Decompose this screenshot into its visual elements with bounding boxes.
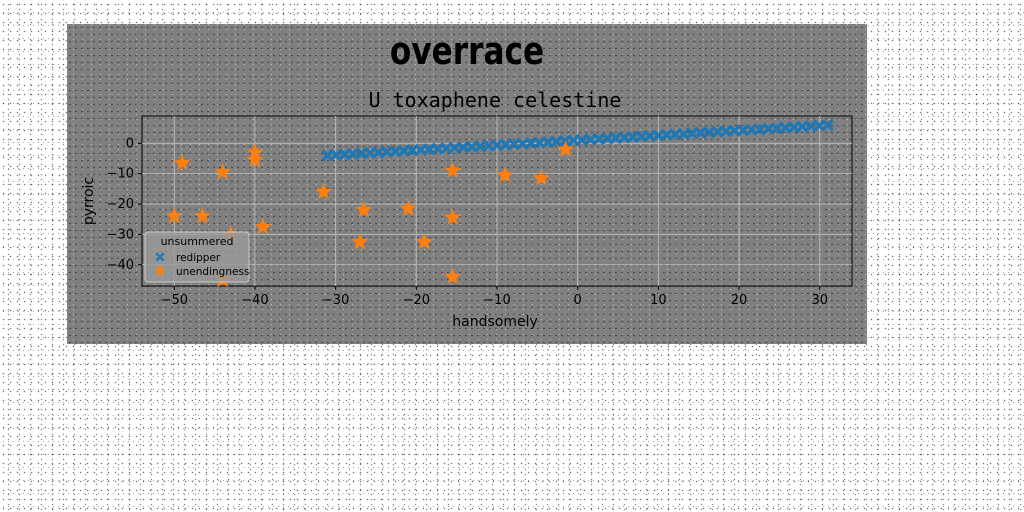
x-tick-label: −50 [161, 293, 188, 308]
data-point [246, 151, 264, 168]
data-point [444, 161, 462, 178]
data-point [254, 217, 272, 235]
legend: unsummered redipper unendingness [144, 231, 250, 283]
y-tick-label: −40 [107, 258, 134, 273]
x-tick-label: −20 [403, 293, 430, 308]
chart-figure: overrace U toxaphene celestine −50 −40 −30… [67, 24, 867, 344]
legend-box [144, 231, 250, 283]
scatter-chart: overrace U toxaphene celestine −50 −40 −30… [81, 30, 853, 330]
data-point [415, 232, 433, 250]
data-point [355, 201, 373, 218]
legend-title: unsummered [161, 235, 234, 248]
x-tick-label: −40 [241, 293, 268, 308]
data-point [351, 232, 369, 250]
legend-label: unendingness [176, 266, 249, 278]
data-point [399, 199, 417, 216]
x-tick-label: −10 [483, 293, 510, 308]
data-point [173, 154, 191, 171]
y-tick-label: −20 [107, 197, 134, 212]
x-tick-label: 30 [811, 293, 828, 308]
data-point [193, 207, 212, 224]
data-point [444, 208, 462, 225]
y-axis-ticks: 0 −10 −20 −30 −40 [107, 136, 142, 273]
data-point [496, 166, 514, 183]
x-tick-label: −30 [322, 293, 349, 308]
legend-marker [155, 252, 165, 262]
y-tick-label: −30 [107, 227, 134, 242]
data-point [214, 163, 232, 180]
legend-label: redipper [176, 252, 221, 264]
x-tick-label: 20 [731, 293, 748, 308]
plot-area: −50 −40 −30 −20 −10 0 10 20 30 0 −10 −20 −30 −40 [107, 115, 853, 308]
chart-title: U toxaphene celestine [369, 88, 622, 112]
x-axis-ticks: −50 −40 −30 −20 −10 0 10 20 30 [161, 286, 828, 308]
data-point [314, 182, 333, 200]
x-tick-label: 0 [574, 293, 582, 308]
y-axis-label: pyrroic [81, 177, 97, 225]
x-tick-label: 10 [650, 293, 667, 308]
data-point [557, 140, 575, 157]
y-tick-label: −10 [107, 167, 134, 182]
x-axis-label: handsomely [452, 314, 538, 330]
y-tick-label: 0 [126, 136, 134, 151]
grid-lines [142, 116, 852, 286]
series-redipper [321, 119, 834, 162]
chart-suptitle: overrace [390, 30, 544, 74]
data-point [532, 169, 550, 186]
data-point [165, 207, 183, 224]
legend-marker [153, 264, 167, 277]
data-point [444, 267, 462, 285]
data-point [821, 119, 834, 132]
